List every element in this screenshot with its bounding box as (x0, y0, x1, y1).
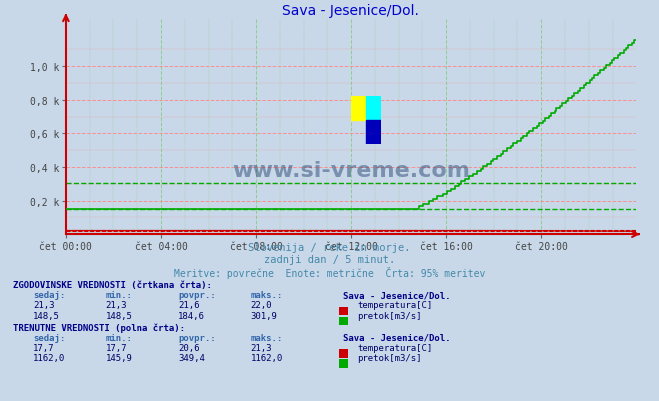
Text: povpr.:: povpr.: (178, 291, 215, 300)
Text: ZGODOVINSKE VREDNOSTI (črtkana črta):: ZGODOVINSKE VREDNOSTI (črtkana črta): (13, 281, 212, 290)
Text: Slovenija / reke in morje.: Slovenija / reke in morje. (248, 243, 411, 253)
Text: 148,5: 148,5 (105, 311, 132, 320)
Text: 21,3: 21,3 (105, 301, 127, 310)
Text: povpr.:: povpr.: (178, 333, 215, 342)
Text: 148,5: 148,5 (33, 311, 60, 320)
Text: Sava - Jesenice/Dol.: Sava - Jesenice/Dol. (343, 291, 450, 300)
Text: 301,9: 301,9 (250, 311, 277, 320)
Text: temperatura[C]: temperatura[C] (357, 343, 432, 352)
Text: 17,7: 17,7 (33, 343, 55, 352)
Text: maks.:: maks.: (250, 291, 283, 300)
Text: 17,7: 17,7 (105, 343, 127, 352)
Text: 21,6: 21,6 (178, 301, 200, 310)
Text: pretok[m3/s]: pretok[m3/s] (357, 311, 422, 320)
Bar (366, 120, 381, 144)
Text: 21,3: 21,3 (33, 301, 55, 310)
Text: maks.:: maks.: (250, 333, 283, 342)
Text: zadnji dan / 5 minut.: zadnji dan / 5 minut. (264, 255, 395, 265)
Text: min.:: min.: (105, 333, 132, 342)
Text: TRENUTNE VREDNOSTI (polna črta):: TRENUTNE VREDNOSTI (polna črta): (13, 323, 185, 332)
Text: 21,3: 21,3 (250, 343, 272, 352)
Text: 1162,0: 1162,0 (250, 353, 283, 362)
Bar (366, 96, 381, 120)
Text: pretok[m3/s]: pretok[m3/s] (357, 353, 422, 362)
Text: www.si-vreme.com: www.si-vreme.com (232, 160, 470, 180)
Text: 184,6: 184,6 (178, 311, 205, 320)
Text: 145,9: 145,9 (105, 353, 132, 362)
Text: temperatura[C]: temperatura[C] (357, 301, 432, 310)
Text: 1162,0: 1162,0 (33, 353, 65, 362)
Text: Sava - Jesenice/Dol.: Sava - Jesenice/Dol. (343, 333, 450, 342)
Text: min.:: min.: (105, 291, 132, 300)
Text: 22,0: 22,0 (250, 301, 272, 310)
Text: 20,6: 20,6 (178, 343, 200, 352)
Text: 349,4: 349,4 (178, 353, 205, 362)
Text: sedaj:: sedaj: (33, 333, 65, 342)
Text: Meritve: povrečne  Enote: metrične  Črta: 95% meritev: Meritve: povrečne Enote: metrične Črta: … (174, 267, 485, 279)
Bar (351, 96, 366, 120)
Title: Sava - Jesenice/Dol.: Sava - Jesenice/Dol. (283, 4, 419, 18)
Text: sedaj:: sedaj: (33, 291, 65, 300)
